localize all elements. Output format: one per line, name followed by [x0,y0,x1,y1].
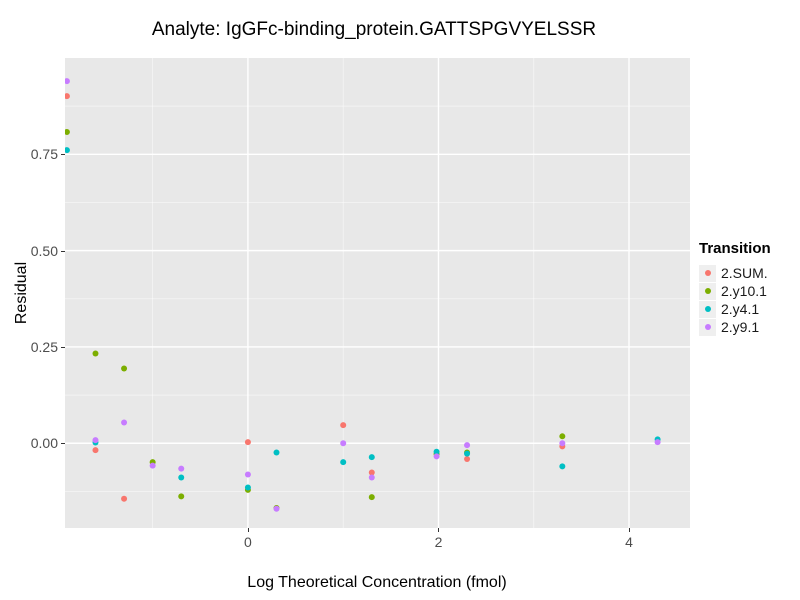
data-point [433,448,440,455]
legend-key-dot-icon [704,270,711,276]
y-tick-mark [61,250,65,252]
data-point [368,474,375,481]
legend-item-label: 2.y4.1 [721,301,760,317]
data-point [340,422,347,429]
data-point [464,450,471,457]
data-point [559,433,566,440]
data-point [433,453,440,460]
y-tick-label: 0.00 [30,435,58,452]
data-point [368,494,375,501]
data-point [92,447,99,454]
legend-item-label: 2.y9.1 [721,319,760,335]
x-tick-label: 4 [625,534,633,550]
legend-items: 2.SUM. 2.y10.1 2.y4.1 2.y9.1 [699,264,799,336]
data-point [244,439,251,446]
plot-panel [65,58,690,528]
legend-item-label: 2.y10.1 [721,283,767,299]
y-tick-mark [61,443,65,445]
data-point [65,93,70,100]
data-point [559,463,566,470]
data-point [121,419,128,426]
data-point [464,456,471,463]
legend-item: 2.y4.1 [699,300,799,318]
x-tick-label: 2 [434,534,443,550]
data-point [65,147,70,154]
legend-title: Transition [699,240,771,257]
data-point [244,484,251,491]
x-tick-mark [247,528,249,532]
x-tick-mark [629,528,631,532]
data-point [368,469,375,476]
plot-area [65,58,690,528]
panel-background [65,58,690,528]
data-point [559,440,566,447]
x-axis-title: Log Theoretical Concentration (fmol) [247,574,507,591]
data-point [178,474,185,481]
data-point [244,471,251,478]
data-point [340,459,347,466]
legend-item: 2.SUM. [699,264,799,282]
legend-key [699,282,716,300]
data-point [273,505,280,512]
y-axis-title: Residual [13,261,30,325]
data-point [464,442,471,449]
legend: Transition 2.SUM. 2.y10.1 2.y4.1 2.y9.1 [699,240,799,336]
data-point [273,449,280,456]
x-tick-label: 0 [244,534,252,550]
legend-key [699,264,716,282]
data-point [368,454,375,461]
legend-key-dot-icon [704,306,711,312]
legend-key [699,300,716,318]
legend-key-dot-icon [704,288,711,294]
data-point [178,465,185,472]
legend-key-dot-icon [704,324,711,330]
y-tick-label: 0.25 [30,338,58,355]
data-point [121,365,128,372]
chart-title: Analyte: IgGFc-binding_protein.GATTSPGVY… [151,19,597,40]
y-tick-mark [61,346,65,348]
data-point [340,440,347,447]
data-point [149,462,156,469]
data-point [92,350,99,357]
data-point [654,439,661,446]
data-point [92,437,99,444]
data-point [65,128,70,135]
legend-item: 2.y9.1 [699,318,799,336]
legend-item-label: 2.SUM. [721,265,768,281]
y-tick-label: 0.50 [30,242,58,259]
data-point [121,495,128,502]
legend-item: 2.y10.1 [699,282,799,300]
y-tick-mark [61,154,65,156]
data-point [65,78,70,85]
y-tick-label: 0.75 [30,146,58,163]
data-point [178,493,185,500]
legend-key [699,318,716,336]
x-tick-mark [438,528,440,532]
